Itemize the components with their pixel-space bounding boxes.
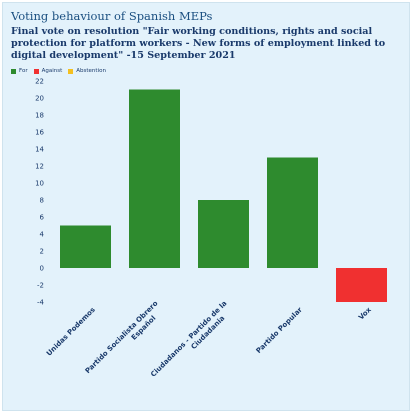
y-tick-label: 6: [40, 214, 45, 222]
bar[interactable]: [267, 157, 318, 269]
chart-legend: For Against Abstention: [11, 66, 106, 76]
y-tick-label: 2: [40, 248, 44, 256]
x-category-label: Unidas Podemos: [45, 306, 97, 358]
y-tick-label: 18: [35, 112, 44, 120]
y-tick-label: 4: [40, 231, 45, 239]
legend-label-abstention: Abstention: [76, 68, 106, 74]
legend-swatch-against: [33, 68, 39, 74]
y-tick-label: -2: [37, 282, 44, 290]
y-tick-label: 10: [35, 180, 44, 188]
chart-subtitle: Final vote on resolution "Fair working c…: [11, 26, 386, 61]
legend-item-abstention[interactable]: Abstention: [68, 68, 106, 74]
legend-item-for[interactable]: For: [11, 68, 28, 74]
x-category-label: Vox: [357, 305, 373, 321]
bar[interactable]: [60, 225, 111, 269]
y-tick-label: 8: [40, 197, 44, 205]
y-tick-label: 22: [35, 78, 44, 86]
y-tick-label: -4: [37, 299, 45, 307]
legend-item-against[interactable]: Against: [33, 68, 63, 74]
legend-swatch-for: [11, 68, 16, 74]
y-tick-label: 16: [35, 129, 44, 137]
y-tick-label: 0: [40, 265, 44, 273]
x-category-label: Partido Popular: [255, 305, 305, 355]
chart-title: Voting behaviour of Spanish MEPs: [11, 9, 213, 23]
bar[interactable]: [198, 200, 249, 268]
bar[interactable]: [336, 268, 387, 302]
chart-card: Voting behaviour of Spanish MEPs Final v…: [2, 2, 410, 411]
legend-label-against: Against: [41, 68, 63, 74]
y-tick-label: 12: [35, 163, 44, 171]
bar[interactable]: [129, 89, 180, 269]
x-category-label: Ciudadanos - Partido de laCiudadania: [149, 299, 235, 385]
legend-swatch-abstention: [68, 68, 74, 74]
y-tick-label: 20: [35, 95, 44, 103]
legend-label-for: For: [19, 68, 28, 74]
y-tick-label: 14: [35, 146, 44, 154]
